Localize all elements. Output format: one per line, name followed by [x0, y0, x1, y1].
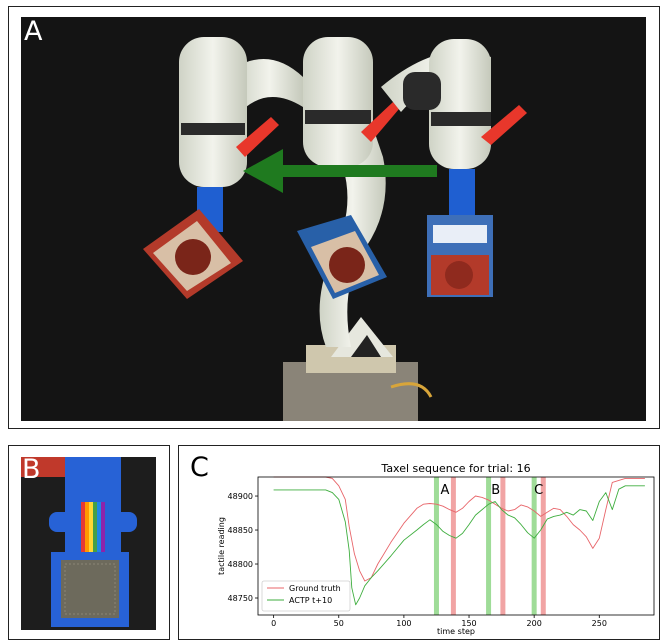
event-label-b: B [491, 483, 500, 498]
panel-a-label: A [24, 16, 43, 47]
event-band-red-b [500, 477, 506, 615]
event-band-red-a [450, 477, 456, 615]
robot-arm-photo [21, 17, 646, 421]
event-label-a: A [440, 483, 449, 498]
robot-column [303, 37, 399, 347]
event-band-green-c [531, 477, 537, 615]
x-tick-label: 150 [461, 619, 476, 628]
legend-label-ground-truth: Ground truth [289, 584, 341, 593]
soup-packet-left [143, 209, 243, 299]
robot-arm-left [179, 37, 303, 232]
panel-b-label: B [22, 454, 41, 485]
ribbon-cable [81, 502, 105, 562]
robot-base [283, 317, 433, 421]
plot-frame [257, 476, 655, 616]
motion-arrow [243, 149, 437, 193]
chart-series [273, 476, 645, 606]
event-bands: A B C [433, 477, 546, 615]
y-axis-label: tactile reading [217, 517, 226, 575]
event-band-green-b [486, 477, 492, 615]
x-tick-label: 250 [592, 619, 607, 628]
y-tick-label: 48800 [228, 560, 253, 569]
x-axis-label: time step [437, 627, 475, 636]
chart-ticks: 0 50 100 150 200 250 48750 48800 48850 48900 [228, 492, 607, 628]
tactile-sensor-photo [21, 457, 156, 630]
tactile-pad [61, 560, 119, 618]
x-tick-label: 50 [334, 619, 344, 628]
tactile-sensor-illustration [21, 457, 156, 630]
x-tick-label: 100 [396, 619, 411, 628]
event-label-c: C [534, 483, 543, 498]
chart-legend: Ground truth ACTP t+10 [261, 580, 351, 612]
soup-packet-right [427, 215, 493, 297]
y-tick-label: 48850 [228, 526, 253, 535]
chart-title: Taxel sequence for trial: 16 [380, 462, 530, 475]
robot-arm-right [381, 39, 527, 217]
series-line-ground-truth [273, 476, 645, 582]
x-tick-label: 0 [271, 619, 276, 628]
x-tick-label: 200 [527, 619, 542, 628]
event-band-red-c [540, 477, 546, 615]
y-tick-label: 48750 [228, 594, 253, 603]
y-tick-label: 48900 [228, 492, 253, 501]
soup-packet-middle [297, 215, 387, 299]
panel-c-label: C [190, 452, 209, 483]
event-band-green-a [433, 477, 439, 615]
series-line-actp [273, 485, 645, 606]
robot-arm-illustration [143, 37, 527, 421]
legend-label-actp: ACTP t+10 [289, 596, 332, 605]
